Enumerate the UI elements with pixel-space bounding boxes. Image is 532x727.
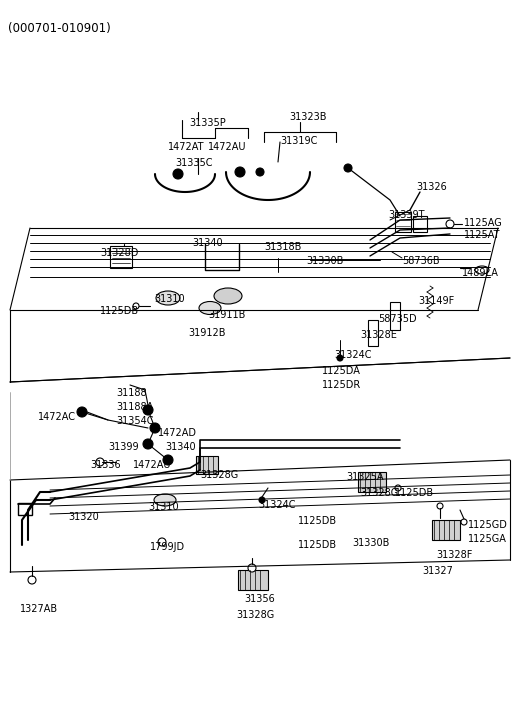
Text: 31328G: 31328G	[200, 470, 238, 480]
Bar	[390, 302, 400, 330]
Text: 31324C: 31324C	[258, 500, 295, 510]
Circle shape	[235, 167, 245, 177]
Text: 1799JD: 1799JD	[150, 542, 185, 552]
Circle shape	[344, 164, 352, 172]
Text: 31335P: 31335P	[189, 118, 227, 128]
Ellipse shape	[156, 291, 180, 305]
Text: 1125DB: 1125DB	[298, 540, 337, 550]
Text: 31328G: 31328G	[236, 610, 275, 620]
Text: 31325A: 31325A	[346, 472, 384, 482]
Circle shape	[173, 169, 183, 179]
Text: 31327: 31327	[422, 566, 453, 576]
Text: 31912B: 31912B	[188, 328, 226, 338]
Text: 1125AG: 1125AG	[464, 218, 503, 228]
Ellipse shape	[154, 494, 176, 506]
Text: 31356: 31356	[244, 594, 275, 604]
Ellipse shape	[199, 302, 221, 315]
Text: 31336: 31336	[90, 460, 121, 470]
Bar	[238, 570, 268, 590]
Text: 1125DB: 1125DB	[395, 488, 434, 498]
Text: 31335C: 31335C	[175, 158, 212, 168]
Text: (000701-010901): (000701-010901)	[8, 22, 111, 35]
Text: 31323B: 31323B	[289, 112, 327, 122]
Bar	[368, 320, 378, 346]
Circle shape	[158, 538, 166, 546]
Text: 31330B: 31330B	[306, 256, 343, 266]
Ellipse shape	[214, 288, 242, 304]
Bar	[413, 216, 427, 232]
Text: 31326: 31326	[416, 182, 447, 192]
Bar	[358, 472, 386, 492]
Circle shape	[395, 485, 401, 491]
Circle shape	[248, 564, 256, 572]
Text: 1125DB: 1125DB	[298, 516, 337, 526]
Circle shape	[259, 497, 265, 503]
Circle shape	[437, 503, 443, 509]
Text: 31340: 31340	[192, 238, 222, 248]
Text: 31354C: 31354C	[116, 416, 154, 426]
Text: 1472AU: 1472AU	[133, 460, 171, 470]
Text: 1125GA: 1125GA	[468, 534, 507, 544]
Text: 58735D: 58735D	[378, 314, 417, 324]
Circle shape	[150, 423, 160, 433]
Circle shape	[28, 576, 36, 584]
Text: 1125GD: 1125GD	[468, 520, 508, 530]
Ellipse shape	[475, 266, 489, 274]
Bar	[432, 520, 460, 540]
Text: 31328E: 31328E	[360, 330, 397, 340]
Text: 31149F: 31149F	[418, 296, 454, 306]
Text: 31340: 31340	[165, 442, 196, 452]
Circle shape	[133, 303, 139, 309]
Circle shape	[143, 439, 153, 449]
Bar	[395, 212, 411, 232]
Text: 1472AU: 1472AU	[208, 142, 246, 152]
Text: 31188: 31188	[116, 388, 147, 398]
Text: 1472AT: 1472AT	[168, 142, 204, 152]
Circle shape	[77, 407, 87, 417]
Text: 31399: 31399	[108, 442, 139, 452]
Text: 31310: 31310	[154, 294, 185, 304]
Text: 1125DB: 1125DB	[100, 306, 139, 316]
Text: 31188A: 31188A	[116, 402, 153, 412]
Text: 31319C: 31319C	[280, 136, 318, 146]
Circle shape	[461, 519, 467, 525]
Bar	[196, 456, 218, 474]
Circle shape	[446, 220, 454, 228]
Circle shape	[337, 355, 343, 361]
Bar	[18, 503, 32, 515]
Text: 31310: 31310	[148, 502, 179, 512]
Text: 1489LA: 1489LA	[462, 268, 499, 278]
Circle shape	[96, 458, 104, 466]
Text: 1327AB: 1327AB	[20, 604, 58, 614]
Text: 1125DR: 1125DR	[322, 380, 361, 390]
Text: 31320: 31320	[68, 512, 99, 522]
Text: 1472AD: 1472AD	[158, 428, 197, 438]
Bar	[110, 246, 132, 268]
Text: 31911B: 31911B	[208, 310, 245, 320]
Text: 31318B: 31318B	[264, 242, 301, 252]
Text: 1125AT: 1125AT	[464, 230, 501, 240]
Text: 31339T: 31339T	[388, 210, 425, 220]
Circle shape	[256, 168, 264, 176]
Text: 1125DA: 1125DA	[322, 366, 361, 376]
Text: 31330B: 31330B	[352, 538, 389, 548]
Text: 1472AC: 1472AC	[38, 412, 76, 422]
Text: 58736B: 58736B	[402, 256, 439, 266]
Circle shape	[163, 455, 173, 465]
Text: 31328G: 31328G	[360, 488, 398, 498]
Text: 31328F: 31328F	[436, 550, 472, 560]
Text: 31328D: 31328D	[100, 248, 138, 258]
Text: 31324C: 31324C	[334, 350, 371, 360]
Circle shape	[143, 405, 153, 415]
